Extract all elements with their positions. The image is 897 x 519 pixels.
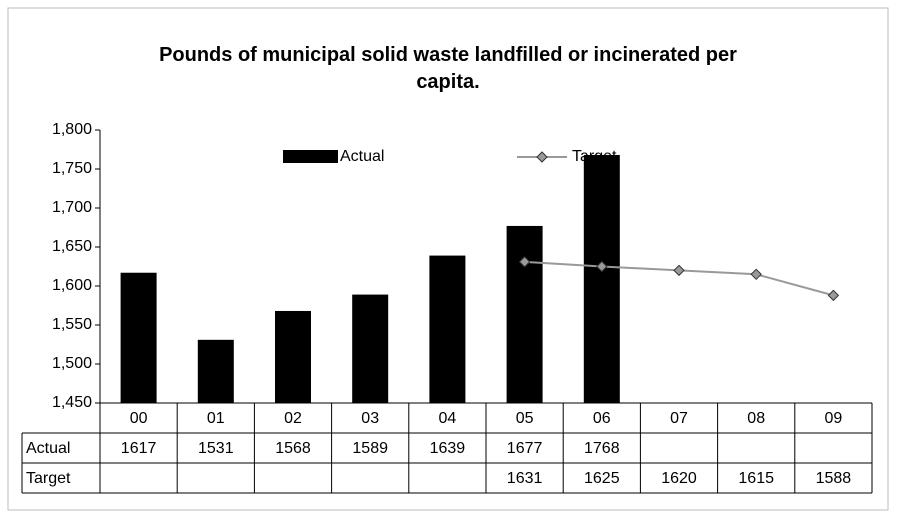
- bar: [429, 255, 466, 403]
- table-value: 1531: [198, 440, 234, 457]
- bar: [506, 225, 543, 403]
- x-tick-label: 00: [130, 410, 148, 427]
- legend-swatch: [283, 150, 338, 163]
- x-tick-label: 02: [284, 410, 302, 427]
- y-tick-label: 1,650: [52, 238, 92, 255]
- target-marker: [750, 268, 762, 281]
- x-tick-label: 07: [670, 410, 688, 427]
- target-marker: [596, 260, 608, 273]
- y-tick-label: 1,750: [52, 160, 92, 177]
- table-value: 1620: [661, 470, 697, 487]
- y-tick-label: 1,800: [52, 121, 92, 138]
- table-value: 1768: [584, 440, 620, 457]
- target-marker: [827, 289, 840, 302]
- bar: [120, 272, 157, 403]
- x-tick-label: 01: [207, 410, 225, 427]
- x-tick-label: 08: [747, 410, 765, 427]
- table-value: 1625: [584, 470, 620, 487]
- bar: [275, 310, 311, 403]
- target-marker: [673, 264, 685, 277]
- table-value: 1589: [352, 440, 388, 457]
- bar: [197, 339, 234, 403]
- y-tick-label: 1,550: [52, 316, 92, 333]
- table-value: 1631: [507, 470, 543, 487]
- x-tick-label: 06: [593, 410, 611, 427]
- table-value: 1639: [430, 440, 466, 457]
- y-tick-label: 1,450: [52, 394, 92, 411]
- legend-label: Target: [572, 148, 617, 165]
- table-value: 1617: [121, 440, 157, 457]
- x-tick-label: 09: [825, 410, 843, 427]
- table-value: 1615: [738, 470, 774, 487]
- row-label: Target: [26, 470, 71, 487]
- y-tick-label: 1,600: [52, 277, 92, 294]
- row-label: Actual: [26, 440, 70, 457]
- chart-title: Pounds of municipal solid waste landfill…: [159, 44, 737, 93]
- bar: [352, 294, 389, 403]
- legend-label: Actual: [340, 148, 384, 165]
- y-tick-label: 1,500: [52, 355, 92, 372]
- y-tick-label: 1,700: [52, 199, 92, 216]
- table-value: 1677: [507, 440, 543, 457]
- legend-marker: [536, 151, 548, 163]
- target-marker: [518, 256, 531, 268]
- table-value: 1568: [275, 440, 311, 457]
- table-value: 1588: [816, 470, 852, 487]
- x-tick-label: 04: [439, 410, 457, 427]
- bar: [583, 154, 620, 403]
- x-tick-label: 03: [361, 410, 379, 427]
- x-tick-label: 05: [516, 410, 534, 427]
